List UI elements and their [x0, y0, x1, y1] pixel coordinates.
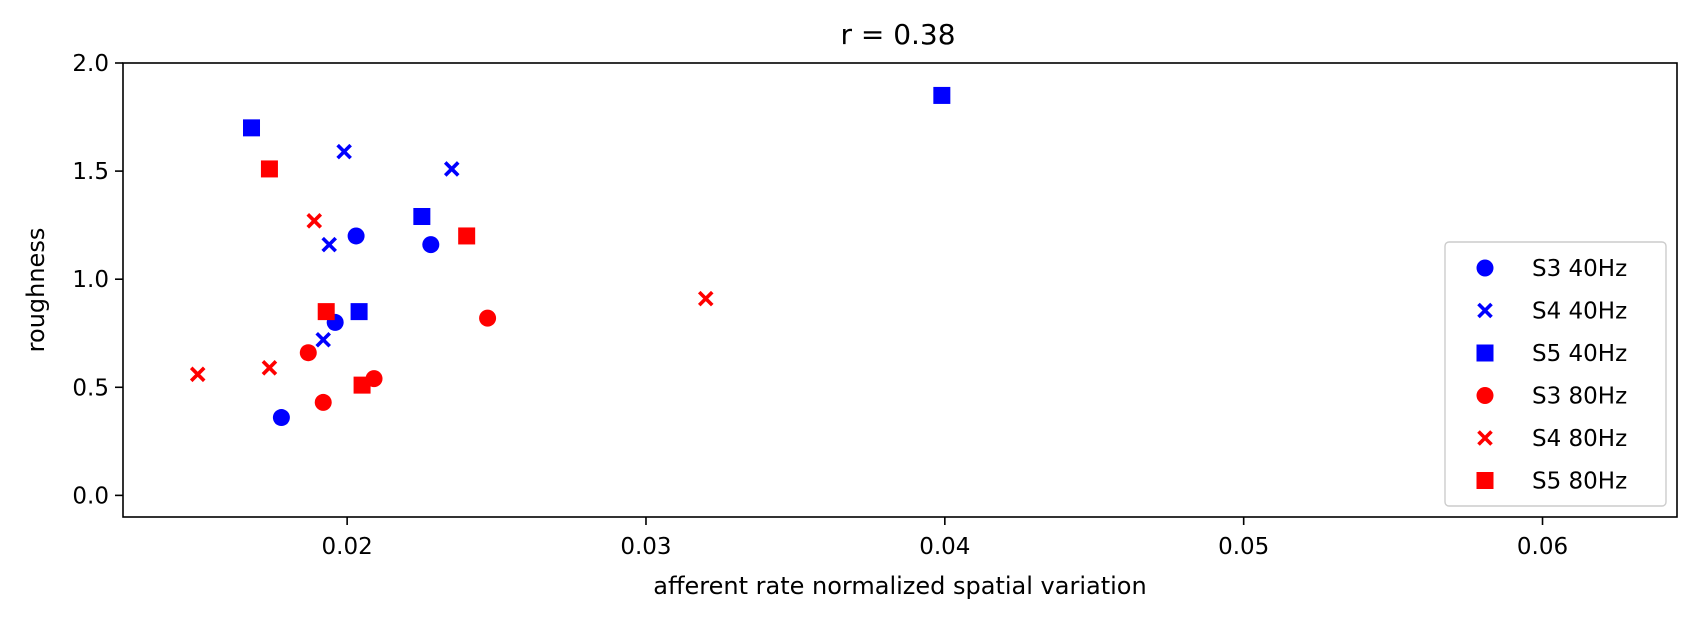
legend-label: S4 40Hz — [1532, 299, 1627, 325]
legend-marker — [1477, 430, 1493, 446]
y-tick-label: 0.0 — [72, 483, 109, 509]
data-point — [443, 161, 460, 177]
data-point — [933, 86, 951, 104]
y-tick-label: 0.5 — [72, 375, 109, 401]
x-tick-label: 0.06 — [1517, 534, 1568, 560]
data-point — [315, 331, 331, 348]
legend-label: S5 40Hz — [1532, 341, 1627, 367]
plot-area-frame — [122, 62, 1678, 518]
data-point — [321, 236, 337, 253]
legend-label: S3 40Hz — [1532, 256, 1627, 282]
y-axis-title: roughness — [22, 228, 50, 353]
data-point — [272, 409, 290, 427]
x-axis-title: afferent rate normalized spatial variati… — [653, 572, 1146, 600]
legend-label: S3 80Hz — [1532, 384, 1627, 410]
x-tick-label: 0.02 — [322, 534, 373, 560]
data-point — [260, 160, 278, 178]
y-tick-label: 2.0 — [72, 51, 109, 77]
data-point — [353, 376, 371, 394]
legend-marker — [1477, 302, 1493, 319]
legend-marker — [1476, 387, 1494, 404]
data-point — [314, 393, 332, 411]
data-point — [299, 344, 317, 362]
legend-label: S4 80Hz — [1532, 426, 1627, 452]
y-tick-label: 1.5 — [72, 159, 109, 185]
data-point — [261, 360, 278, 376]
data-point — [422, 236, 440, 254]
x-tick-label: 0.03 — [620, 534, 671, 560]
data-point — [350, 303, 368, 321]
data-point — [697, 290, 714, 307]
data-point — [189, 366, 206, 383]
data-point — [317, 303, 335, 321]
data-point — [347, 227, 365, 245]
data-point — [479, 309, 497, 327]
legend-marker — [1476, 344, 1494, 362]
data-point — [413, 207, 431, 225]
legend-box — [1444, 241, 1667, 507]
data-point — [458, 227, 476, 245]
data-point — [306, 213, 323, 229]
chart-title: r = 0.38 — [840, 18, 955, 51]
legend-marker — [1476, 472, 1494, 489]
legend: S3 40Hz S4 40Hz S5 40Hz S3 80Hz S4 80Hz S5 80… — [1444, 241, 1667, 507]
x-tick-label: 0.05 — [1218, 534, 1269, 560]
data-point — [336, 143, 352, 160]
y-tick-label: 1.0 — [72, 267, 109, 293]
legend-marker — [1476, 259, 1494, 277]
data-point — [243, 119, 261, 137]
legend-label: S5 80Hz — [1532, 469, 1627, 495]
x-tick-label: 0.04 — [919, 534, 970, 560]
